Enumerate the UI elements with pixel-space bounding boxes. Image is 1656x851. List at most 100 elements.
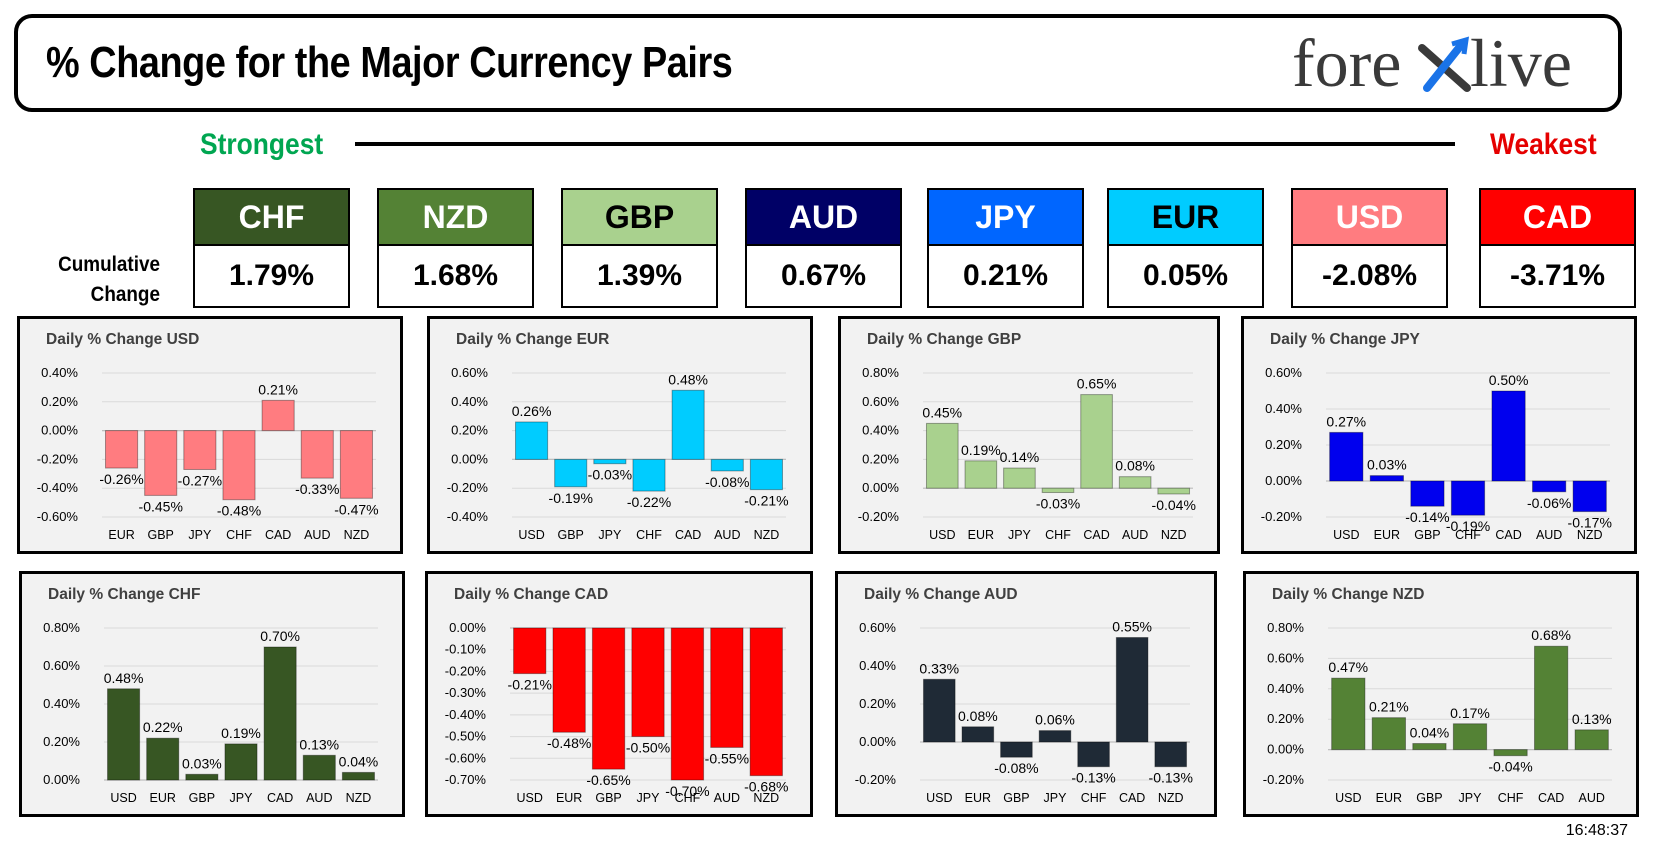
x-category-label: AUD xyxy=(714,528,740,542)
bar-jpy xyxy=(183,430,217,470)
data-label: 0.13% xyxy=(1572,711,1612,727)
bar-chf xyxy=(1493,749,1528,757)
y-tick-label: 0.40% xyxy=(41,365,78,380)
y-tick-label: 0.20% xyxy=(451,423,488,438)
data-label: -0.03% xyxy=(1036,496,1080,512)
bar-eur xyxy=(1369,475,1404,482)
x-category-label: AUD xyxy=(304,528,330,542)
bar-chf xyxy=(1041,487,1075,494)
data-label: 0.21% xyxy=(258,381,298,397)
bar-aud xyxy=(300,430,334,479)
y-tick-label: 0.80% xyxy=(1267,620,1304,635)
y-tick-label: 0.40% xyxy=(859,658,896,673)
weakest-label: Weakest xyxy=(1490,128,1597,161)
x-category-label: EUR xyxy=(150,791,176,805)
y-tick-label: 0.00% xyxy=(451,451,488,466)
x-category-label: USD xyxy=(517,791,543,805)
x-category-label: GBP xyxy=(1416,791,1442,805)
x-category-label: AUD xyxy=(1536,528,1562,542)
y-tick-label: 0.00% xyxy=(862,480,899,495)
y-tick-label: -0.20% xyxy=(445,663,487,678)
data-label: -0.27% xyxy=(178,472,222,488)
x-category-label: GBP xyxy=(558,528,584,542)
data-label: 0.50% xyxy=(1489,372,1529,388)
data-label: -0.48% xyxy=(547,735,591,751)
bar-chart: 0.00% -0.10% -0.20% -0.30% -0.40% -0.50% -0.60… xyxy=(445,620,789,805)
data-label: 0.14% xyxy=(1000,449,1040,465)
data-label: -0.45% xyxy=(139,498,183,514)
y-tick-label: 0.60% xyxy=(859,620,896,635)
bar-cad xyxy=(1080,394,1113,489)
y-tick-label: 0.00% xyxy=(43,772,80,787)
currency-card-cad: CAD -3.71% xyxy=(1479,188,1636,308)
y-tick-label: 0.40% xyxy=(1267,681,1304,696)
x-category-label: JPY xyxy=(1459,791,1483,805)
y-tick-label: 0.40% xyxy=(1265,401,1302,416)
x-category-label: EUR xyxy=(1376,791,1402,805)
data-label: -0.55% xyxy=(705,750,749,766)
cumulative-change-value: 1.79% xyxy=(228,259,315,292)
x-category-label: CHF xyxy=(636,528,662,542)
y-tick-label: -0.50% xyxy=(445,729,487,744)
y-tick-label: -0.10% xyxy=(445,642,487,657)
bar-chart: 0.60% 0.40% 0.20% 0.00% -0.20% -0.40% 0.26% USD… xyxy=(447,365,789,542)
bar-gbp xyxy=(1410,480,1445,507)
x-category-label: EUR xyxy=(1374,528,1400,542)
bar-nzd xyxy=(749,627,783,777)
x-category-label: CHF xyxy=(1045,528,1071,542)
y-tick-label: -0.40% xyxy=(445,707,487,722)
x-category-label: GBP xyxy=(189,791,215,805)
bar-chf xyxy=(632,458,666,492)
currency-card-nzd: NZD 1.68% xyxy=(377,188,534,308)
data-label: -0.04% xyxy=(1152,497,1196,513)
strongest-label: Strongest xyxy=(200,128,324,161)
x-category-label: NZD xyxy=(1158,791,1184,805)
data-label: -0.65% xyxy=(586,772,630,788)
x-category-label: JPY xyxy=(188,528,212,542)
x-category-label: CHF xyxy=(1498,791,1524,805)
data-label: 0.48% xyxy=(104,670,144,686)
data-label: -0.48% xyxy=(217,503,261,519)
bar-gbp xyxy=(591,627,626,770)
y-tick-label: -0.70% xyxy=(445,772,487,787)
y-tick-label: 0.00% xyxy=(1267,742,1304,757)
y-tick-label: 0.60% xyxy=(1267,650,1304,665)
data-label: 0.27% xyxy=(1326,413,1366,429)
y-tick-label: -0.20% xyxy=(37,451,79,466)
x-category-label: JPY xyxy=(1044,791,1068,805)
bar-usd xyxy=(925,422,959,489)
data-label: -0.06% xyxy=(1527,495,1571,511)
bar-chart: 0.60% 0.40% 0.20% 0.00% -0.20% 0.27% USD 0.03% E… xyxy=(1261,365,1612,542)
y-tick-label: 0.00% xyxy=(449,620,486,635)
currency-code: CAD xyxy=(1481,190,1634,246)
bar-chf xyxy=(222,430,256,501)
currency-code: AUD xyxy=(747,190,900,246)
x-category-label: EUR xyxy=(968,528,994,542)
bar-jpy xyxy=(1038,730,1072,743)
chart-panel-8: Daily % Change NZD 0.80% 0.60% 0.40% 0.20% 0.… xyxy=(1243,571,1639,817)
data-label: 0.19% xyxy=(961,442,1001,458)
y-tick-label: 0.80% xyxy=(862,365,899,380)
currency-card-aud: AUD 0.67% xyxy=(745,188,902,308)
y-tick-label: 0.60% xyxy=(451,365,488,380)
data-label: 0.21% xyxy=(1369,699,1409,715)
bar-aud xyxy=(302,754,336,781)
data-label: 0.06% xyxy=(1035,712,1075,728)
y-tick-label: -0.20% xyxy=(1263,772,1305,787)
bar-eur xyxy=(552,627,586,733)
forexlive-logo-graphic: fore live xyxy=(1292,25,1572,101)
bar-aud xyxy=(1574,729,1609,751)
x-category-label: NZD xyxy=(754,528,780,542)
y-tick-label: 0.20% xyxy=(859,696,896,711)
bar-eur xyxy=(146,737,180,781)
data-label: 0.04% xyxy=(1410,725,1450,741)
y-tick-label: -0.20% xyxy=(1261,509,1303,524)
currency-code: JPY xyxy=(929,190,1082,246)
bar-cad xyxy=(1491,390,1526,482)
chart-title: Daily % Change CHF xyxy=(48,586,201,603)
bar-chf xyxy=(1077,741,1110,768)
bar-chf xyxy=(670,627,705,781)
y-tick-label: 0.60% xyxy=(1265,365,1302,380)
bar-gbp xyxy=(1412,743,1447,751)
x-category-label: JPY xyxy=(598,528,622,542)
